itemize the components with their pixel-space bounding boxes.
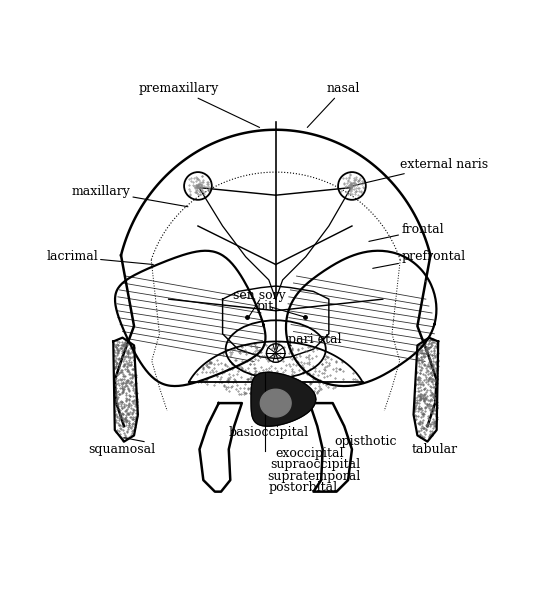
Text: postorbital: postorbital bbox=[269, 481, 338, 494]
Text: squamosal: squamosal bbox=[88, 443, 155, 456]
Text: premaxillary: premaxillary bbox=[138, 82, 259, 127]
Text: supratemporal: supratemporal bbox=[267, 470, 360, 483]
Text: opisthotic: opisthotic bbox=[334, 435, 397, 448]
Text: frontal: frontal bbox=[369, 223, 444, 241]
Text: nasal: nasal bbox=[307, 82, 360, 127]
Text: pari etal: pari etal bbox=[288, 334, 342, 346]
Text: exoccipital: exoccipital bbox=[275, 446, 343, 460]
Polygon shape bbox=[251, 373, 316, 426]
Text: sen sory: sen sory bbox=[233, 289, 286, 302]
Text: pit: pit bbox=[257, 301, 273, 313]
Text: prefrontal: prefrontal bbox=[373, 250, 465, 268]
Text: maxillary: maxillary bbox=[72, 185, 188, 207]
Text: external naris: external naris bbox=[352, 158, 488, 186]
Text: supraoccipital: supraoccipital bbox=[270, 458, 360, 471]
Text: tabular: tabular bbox=[411, 443, 457, 456]
Text: lacrimal: lacrimal bbox=[46, 250, 153, 265]
Polygon shape bbox=[260, 389, 291, 417]
Text: basioccipital: basioccipital bbox=[229, 384, 309, 439]
